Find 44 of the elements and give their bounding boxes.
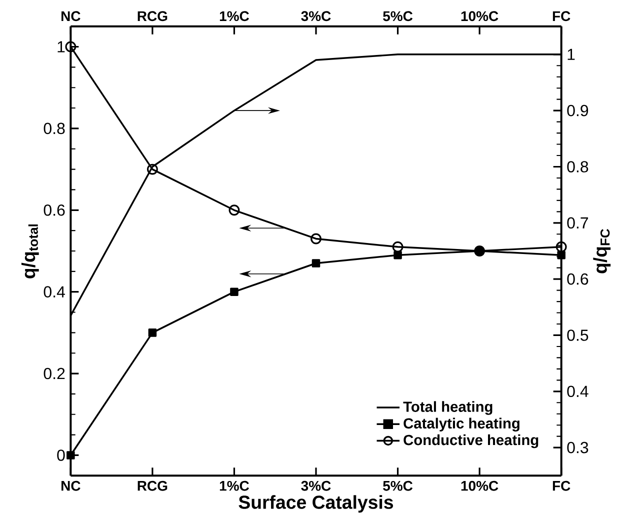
point <box>394 250 402 260</box>
category-label: NC <box>62 480 80 491</box>
legend-label: Catalytic heating <box>404 418 520 432</box>
y-tick-label: 0 <box>57 450 65 461</box>
y-axis-title: q/q$_{total}$ <box>21 224 39 278</box>
y2-tick-label: 0.9 <box>567 104 588 116</box>
x-tick-label: NC <box>62 11 80 22</box>
category-label: 3%C <box>301 480 331 491</box>
category-label: 1%C <box>220 480 250 491</box>
point <box>556 241 567 252</box>
x-axis-title: Surface Catalysis <box>238 495 394 513</box>
legend-label: Conductive heating <box>404 434 538 448</box>
y-tick-label: 0.2 <box>44 368 65 380</box>
point <box>310 233 322 244</box>
x-tick-label: 10%C <box>461 11 498 22</box>
point <box>228 204 240 216</box>
point <box>312 259 320 268</box>
y-tick-label: 0.8 <box>44 122 65 134</box>
point <box>148 328 157 337</box>
y2-axis-title: q/q$_{FC}$ <box>593 228 611 274</box>
y-tick-label: 0.4 <box>44 286 65 298</box>
x-tick-label: RCG <box>138 11 168 22</box>
point <box>146 164 158 175</box>
y2-tick-label: 0.7 <box>567 217 588 229</box>
category-label: 5%C <box>383 480 413 491</box>
x-tick-label: 3%C <box>301 11 331 22</box>
point <box>230 288 238 296</box>
x-tick-label: FC <box>552 11 570 22</box>
legend-label: Total heating <box>403 401 492 415</box>
y2-tick-label: 0.8 <box>567 161 588 172</box>
y2-tick-label: 1 <box>568 48 575 60</box>
category-label: RCG <box>138 480 168 491</box>
x-tick-label: 1%C <box>220 11 250 22</box>
x-tick-label: 5%C <box>383 11 413 22</box>
point <box>66 451 75 460</box>
category-label: 10%C <box>461 480 498 491</box>
category-label: FC <box>552 480 570 491</box>
y2-tick-label: 0.6 <box>567 273 588 285</box>
y-tick-label: 0.6 <box>44 204 65 216</box>
y2-tick-label: 0.3 <box>567 442 588 454</box>
y2-tick-label: 0.5 <box>567 330 588 341</box>
point <box>392 241 404 252</box>
y-tick-label: 1 <box>58 41 65 52</box>
y2-tick-label: 0.4 <box>567 386 588 398</box>
